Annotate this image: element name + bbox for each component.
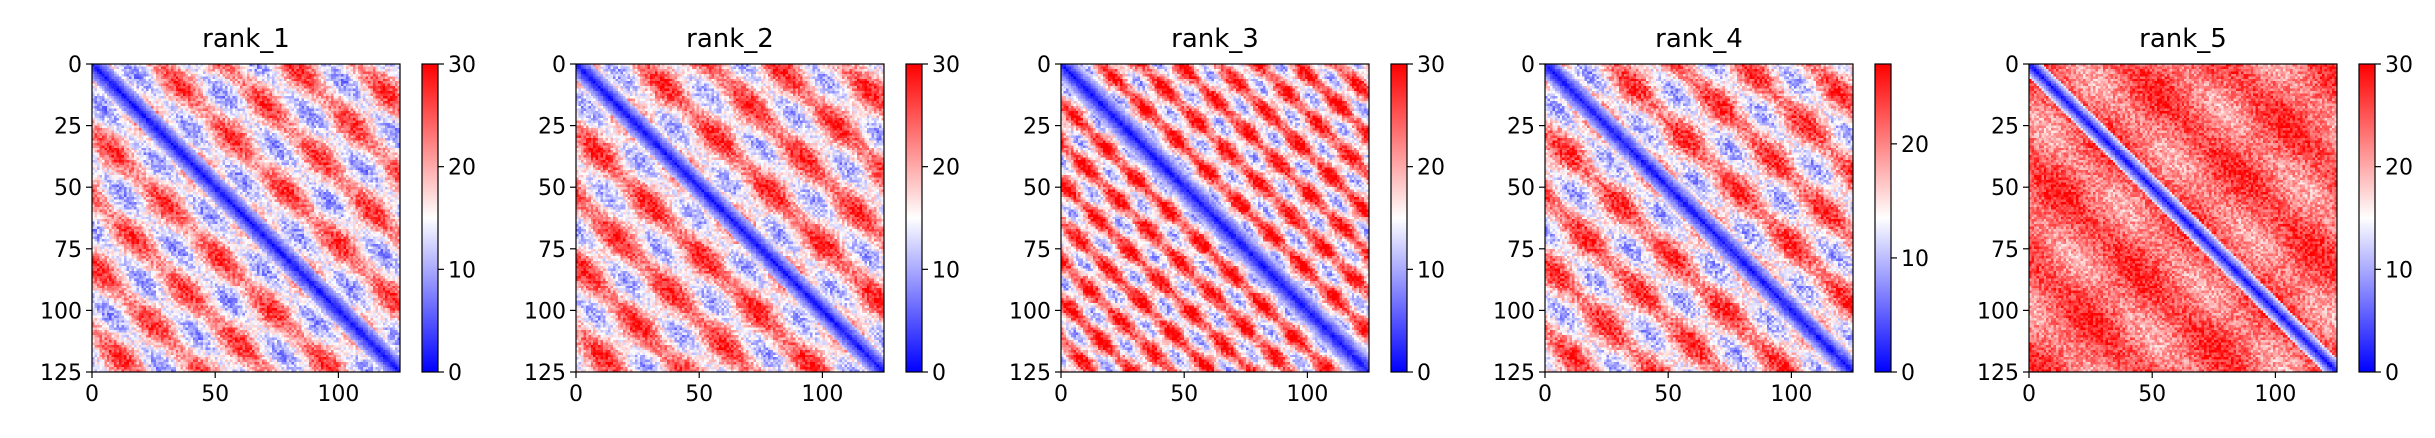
x-tick-label: 0 xyxy=(1538,382,1552,407)
y-tick-label: 125 xyxy=(1009,361,1051,386)
colorbar-tick-label: 20 xyxy=(932,156,960,181)
y-tick-label: 0 xyxy=(2005,53,2019,78)
heatmap-image xyxy=(576,64,884,372)
x-tick-label: 100 xyxy=(1770,382,1812,407)
y-tick-label: 100 xyxy=(524,299,566,324)
colorbar-tick-label: 0 xyxy=(932,361,946,386)
colorbar-tick-label: 10 xyxy=(2385,258,2413,283)
x-tick-label: 100 xyxy=(801,382,843,407)
axes-frame xyxy=(1544,63,1854,373)
chart-title: rank_4 xyxy=(1655,24,1743,54)
axes-frame xyxy=(575,63,885,373)
y-tick-label: 100 xyxy=(40,299,82,324)
chart-title: rank_3 xyxy=(1171,24,1259,54)
y-tick-label: 125 xyxy=(40,361,82,386)
axes-frame xyxy=(2028,63,2338,373)
colorbar-tick-label: 10 xyxy=(932,258,960,283)
y-tick-label: 0 xyxy=(552,53,566,78)
heatmap-image xyxy=(1545,64,1853,372)
y-tick-label: 50 xyxy=(1023,176,1051,201)
y-tick-label: 0 xyxy=(1037,53,1051,78)
y-tick-label: 0 xyxy=(1521,53,1535,78)
colorbar-tick-label: 10 xyxy=(1901,247,1929,272)
y-tick-label: 50 xyxy=(538,176,566,201)
chart-title: rank_1 xyxy=(202,24,290,54)
y-tick-label: 50 xyxy=(54,176,82,201)
y-tick-label: 125 xyxy=(1493,361,1535,386)
colorbar-tick-label: 30 xyxy=(1417,53,1445,78)
x-tick-label: 50 xyxy=(1654,382,1682,407)
x-tick-label: 100 xyxy=(317,382,359,407)
axes-frame xyxy=(1060,63,1370,373)
y-tick-label: 25 xyxy=(1991,115,2019,140)
y-tick-label: 25 xyxy=(54,115,82,140)
y-tick-label: 75 xyxy=(1991,238,2019,263)
y-tick-label: 125 xyxy=(1977,361,2019,386)
colorbar-tick-label: 0 xyxy=(448,361,462,386)
colorbar xyxy=(1874,63,1892,373)
x-tick-label: 0 xyxy=(2022,382,2036,407)
heatmap-image xyxy=(2029,64,2337,372)
y-tick-label: 125 xyxy=(524,361,566,386)
y-tick-label: 25 xyxy=(538,115,566,140)
colorbar xyxy=(421,63,439,373)
x-tick-label: 0 xyxy=(1054,382,1068,407)
colorbar xyxy=(2358,63,2376,373)
colorbar-tick-label: 10 xyxy=(448,258,476,283)
y-tick-label: 25 xyxy=(1023,115,1051,140)
colorbar-tick-label: 0 xyxy=(2385,361,2399,386)
colorbar-tick-label: 30 xyxy=(2385,53,2413,78)
x-tick-label: 50 xyxy=(201,382,229,407)
axes-frame xyxy=(91,63,401,373)
x-tick-label: 0 xyxy=(569,382,583,407)
colorbar-tick-label: 20 xyxy=(1901,133,1929,158)
x-tick-label: 0 xyxy=(85,382,99,407)
y-tick-label: 25 xyxy=(1507,115,1535,140)
colorbar-tick-label: 20 xyxy=(448,156,476,181)
y-tick-label: 75 xyxy=(538,238,566,263)
x-tick-label: 50 xyxy=(685,382,713,407)
colorbar xyxy=(905,63,923,373)
y-tick-label: 50 xyxy=(1991,176,2019,201)
y-tick-label: 75 xyxy=(54,238,82,263)
colorbar-tick-label: 20 xyxy=(1417,156,1445,181)
colorbar-tick-label: 30 xyxy=(932,53,960,78)
x-tick-label: 100 xyxy=(1286,382,1328,407)
x-tick-label: 50 xyxy=(2138,382,2166,407)
y-tick-label: 0 xyxy=(68,53,82,78)
x-tick-label: 50 xyxy=(1170,382,1198,407)
chart-title: rank_5 xyxy=(2139,24,2227,54)
x-tick-label: 100 xyxy=(2254,382,2296,407)
y-tick-label: 50 xyxy=(1507,176,1535,201)
chart-title: rank_2 xyxy=(686,24,774,54)
heatmap-image xyxy=(92,64,400,372)
colorbar-tick-label: 0 xyxy=(1901,361,1915,386)
colorbar-tick-label: 20 xyxy=(2385,156,2413,181)
y-tick-label: 100 xyxy=(1977,299,2019,324)
colorbar xyxy=(1390,63,1408,373)
colorbar-tick-label: 30 xyxy=(448,53,476,78)
colorbar-tick-label: 0 xyxy=(1417,361,1431,386)
y-tick-label: 100 xyxy=(1009,299,1051,324)
heatmap-image xyxy=(1061,64,1369,372)
colorbar-tick-label: 10 xyxy=(1417,258,1445,283)
y-tick-label: 100 xyxy=(1493,299,1535,324)
y-tick-label: 75 xyxy=(1023,238,1051,263)
y-tick-label: 75 xyxy=(1507,238,1535,263)
